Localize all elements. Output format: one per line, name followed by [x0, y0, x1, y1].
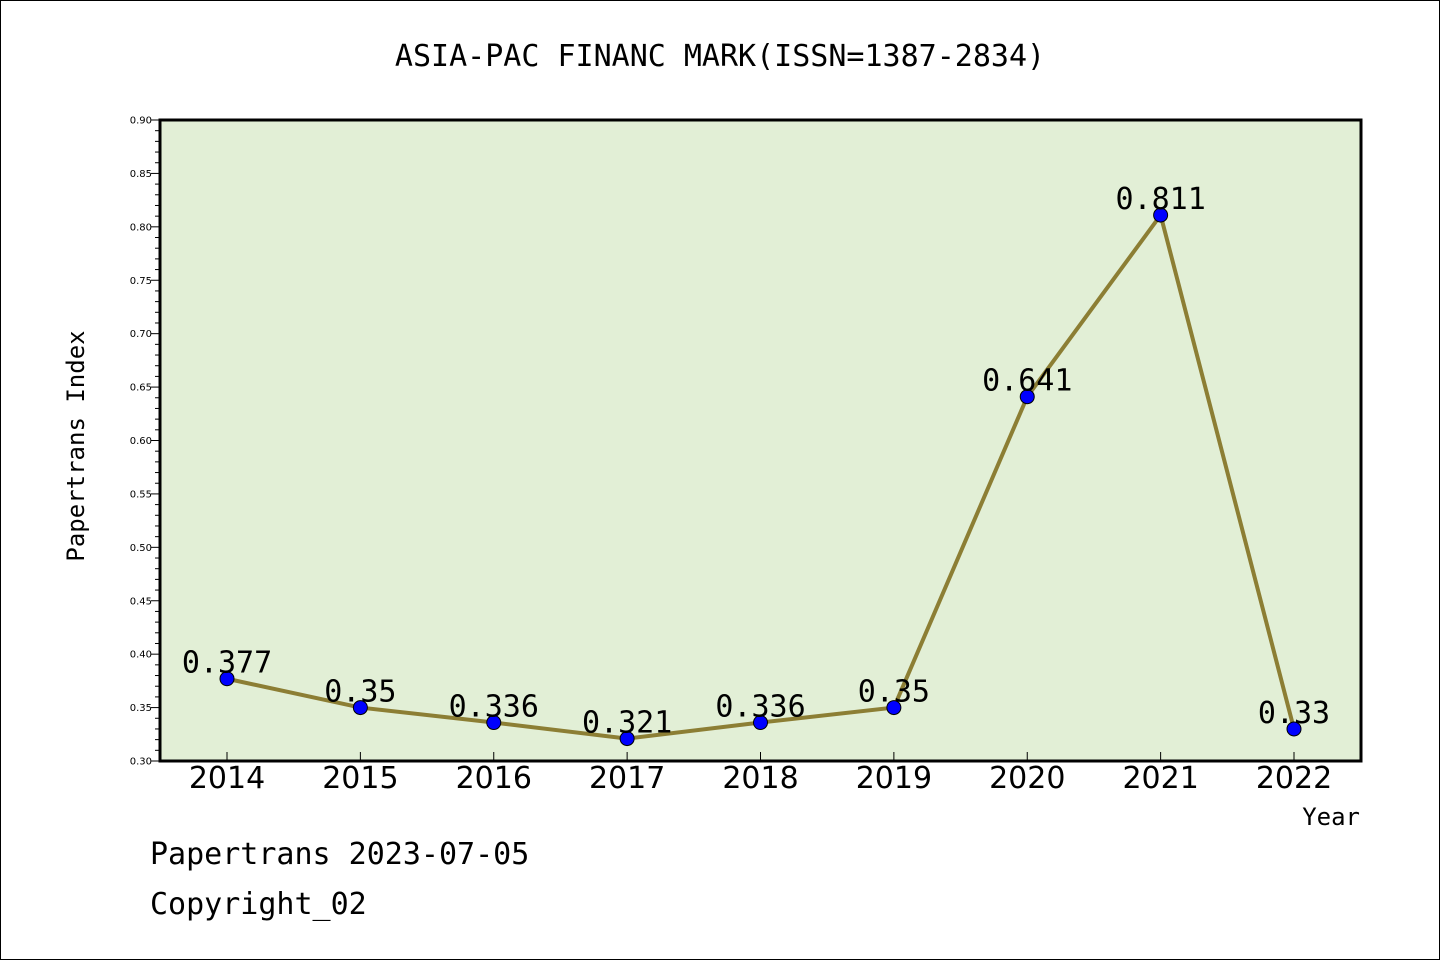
data-label: 0.35 [858, 675, 930, 710]
y-tick-label: 0.60 [130, 436, 152, 447]
data-label: 0.321 [582, 706, 672, 741]
y-tick-label: 0.45 [130, 596, 152, 607]
data-label: 0.377 [182, 646, 272, 681]
data-point [1153, 207, 1169, 223]
y-tick-label: 0.30 [130, 757, 152, 768]
y-tick-label: 0.65 [130, 383, 152, 394]
y-tick-label: 0.50 [130, 543, 152, 554]
y-tick-label: 0.55 [130, 489, 152, 500]
data-point [219, 671, 235, 687]
x-tick-label: 2017 [589, 761, 665, 796]
data-point [1019, 389, 1035, 405]
data-point [619, 731, 635, 747]
data-point [352, 700, 368, 716]
x-tick-label: 2019 [856, 761, 932, 796]
x-tick-label: 2020 [989, 761, 1065, 796]
series-line-group: 0.377 0.35 0.336 0.321 0.336 0.35 0.641 0.811 0.… [182, 182, 1330, 747]
x-axis-label: Year [1302, 803, 1360, 831]
x-tick-label: 2022 [1256, 761, 1332, 796]
footer-date: Papertrans 2023-07-05 [150, 837, 529, 872]
data-label: 0.811 [1115, 182, 1205, 217]
x-tick-label: 2016 [456, 761, 532, 796]
y-tick-label: 0.80 [130, 222, 152, 233]
data-label: 0.33 [1258, 696, 1330, 731]
y-tick-label: 0.35 [130, 703, 152, 714]
y-tick-label: 0.90 [130, 116, 152, 127]
plot-area [158, 118, 1363, 763]
data-point [1286, 721, 1302, 737]
x-tick-label: 2018 [722, 761, 798, 796]
y-tick-label: 0.85 [130, 169, 152, 180]
y-axis-label: Papertrans Index [62, 330, 90, 561]
y-tick-label: 0.75 [130, 276, 152, 287]
footer-copyright: Copyright_02 [150, 887, 367, 922]
x-tick-label: 2021 [1122, 761, 1198, 796]
x-tick-label: 2014 [189, 761, 265, 796]
data-label: 0.336 [715, 690, 805, 725]
x-axis: 2014 2015 2016 2017 2018 2019 2020 2021 2022 [189, 752, 1332, 796]
y-tick-label: 0.70 [130, 329, 152, 340]
chart-title: ASIA-PAC FINANC MARK(ISSN=1387-2834) [395, 39, 1045, 74]
data-point [753, 715, 768, 731]
data-label: 0.336 [449, 690, 539, 725]
data-point [486, 715, 502, 731]
data-label: 0.641 [982, 364, 1072, 399]
y-axis: 0.30 0.35 0.40 0.45 0.50 0.55 0.60 0.65 0.70 0.75… [130, 116, 160, 768]
data-label: 0.35 [324, 675, 396, 710]
y-tick-label: 0.40 [130, 650, 152, 661]
x-tick-label: 2015 [322, 761, 398, 796]
data-point [886, 700, 902, 716]
